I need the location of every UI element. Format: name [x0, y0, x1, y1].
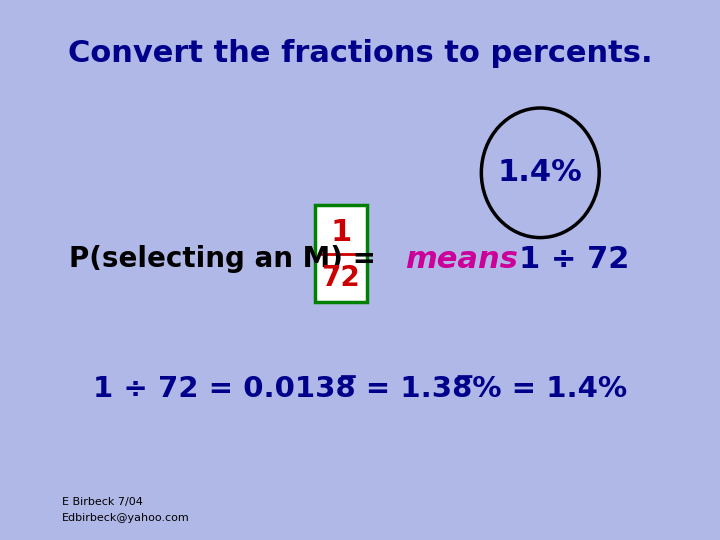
- Text: P(selecting an M) =: P(selecting an M) =: [69, 245, 385, 273]
- Text: 72: 72: [322, 264, 360, 292]
- Text: 1 ÷ 72: 1 ÷ 72: [519, 245, 630, 274]
- Text: 1 ÷ 72 = 0.0138̅ = 1.38̅% = 1.4%: 1 ÷ 72 = 0.0138̅ = 1.38̅% = 1.4%: [93, 375, 627, 403]
- Text: means: means: [405, 245, 518, 274]
- Text: 1.4%: 1.4%: [498, 158, 582, 187]
- Text: 1: 1: [330, 218, 351, 247]
- FancyBboxPatch shape: [315, 205, 367, 302]
- Text: Convert the fractions to percents.: Convert the fractions to percents.: [68, 39, 652, 69]
- Text: E Birbeck 7/04: E Birbeck 7/04: [62, 497, 143, 507]
- Text: Edbirbeck@yahoo.com: Edbirbeck@yahoo.com: [62, 514, 189, 523]
